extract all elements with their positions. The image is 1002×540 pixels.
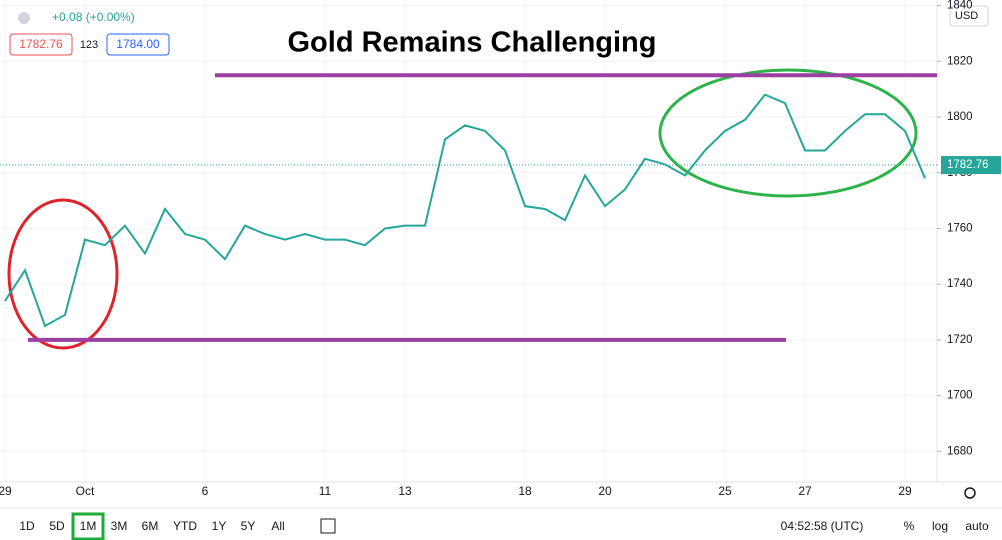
range-button[interactable]: 6M [142, 519, 159, 533]
spread: 123 [80, 39, 98, 51]
scale-option[interactable]: log [932, 519, 948, 533]
x-tick-label: 18 [518, 484, 532, 498]
x-tick-label: 25 [718, 484, 732, 498]
price-line [4, 93, 926, 328]
change: +0.08 (+0.00%) [52, 10, 135, 24]
x-tick-label: Oct [76, 484, 95, 498]
range-button[interactable]: YTD [173, 519, 197, 533]
y-tick-label: 1740 [947, 278, 973, 290]
y-tick-label: 1800 [947, 111, 973, 123]
bid-box[interactable] [9, 33, 73, 56]
x-tick-label: 27 [798, 484, 812, 498]
range-button[interactable]: All [271, 519, 284, 533]
x-tick-label: 20 [598, 484, 612, 498]
y-tick-label: 1700 [947, 390, 973, 402]
y-tick-label: 1820 [947, 55, 973, 67]
compare-icon[interactable] [320, 518, 336, 534]
range-button[interactable]: 1D [19, 519, 35, 533]
currency: USD [955, 10, 978, 22]
x-tick-label: 29 [0, 484, 12, 498]
currency-box[interactable] [949, 5, 989, 27]
range-button[interactable]: 3M [111, 519, 128, 533]
range-button[interactable]: 5Y [241, 519, 256, 533]
last-price-label: 1782.76 [947, 159, 989, 171]
clock: 04:52:58 (UTC) [781, 519, 864, 533]
y-tick-label: 1840 [947, 0, 973, 12]
y-tick-label: 1680 [947, 445, 973, 457]
ask: 1784.00 [116, 37, 160, 51]
collapse-button[interactable] [18, 12, 30, 24]
y-tick-label: 1760 [947, 222, 973, 234]
settings-icon[interactable] [964, 487, 976, 499]
x-tick-label: 13 [398, 484, 412, 498]
scale-option[interactable]: % [904, 519, 915, 533]
chart-title: Gold Remains Challenging [288, 27, 657, 59]
grid [0, 0, 937, 482]
bid: 1782.76 [19, 37, 63, 51]
range-button[interactable]: 1M [80, 519, 97, 533]
highlight-ellipse [7, 198, 119, 350]
ask-box[interactable] [106, 33, 170, 56]
x-tick-label: 11 [319, 484, 332, 498]
last-price-box [941, 156, 1001, 175]
x-tick-label: 29 [898, 484, 912, 498]
scale-option[interactable]: auto [965, 519, 989, 533]
range-button[interactable]: 1Y [212, 519, 227, 533]
x-tick-label: 6 [202, 484, 209, 498]
highlight-ellipse [658, 68, 918, 198]
plot [0, 73, 937, 342]
active-range [71, 512, 105, 540]
y-tick-label: 1720 [947, 334, 973, 346]
range-button[interactable]: 5D [49, 519, 65, 533]
